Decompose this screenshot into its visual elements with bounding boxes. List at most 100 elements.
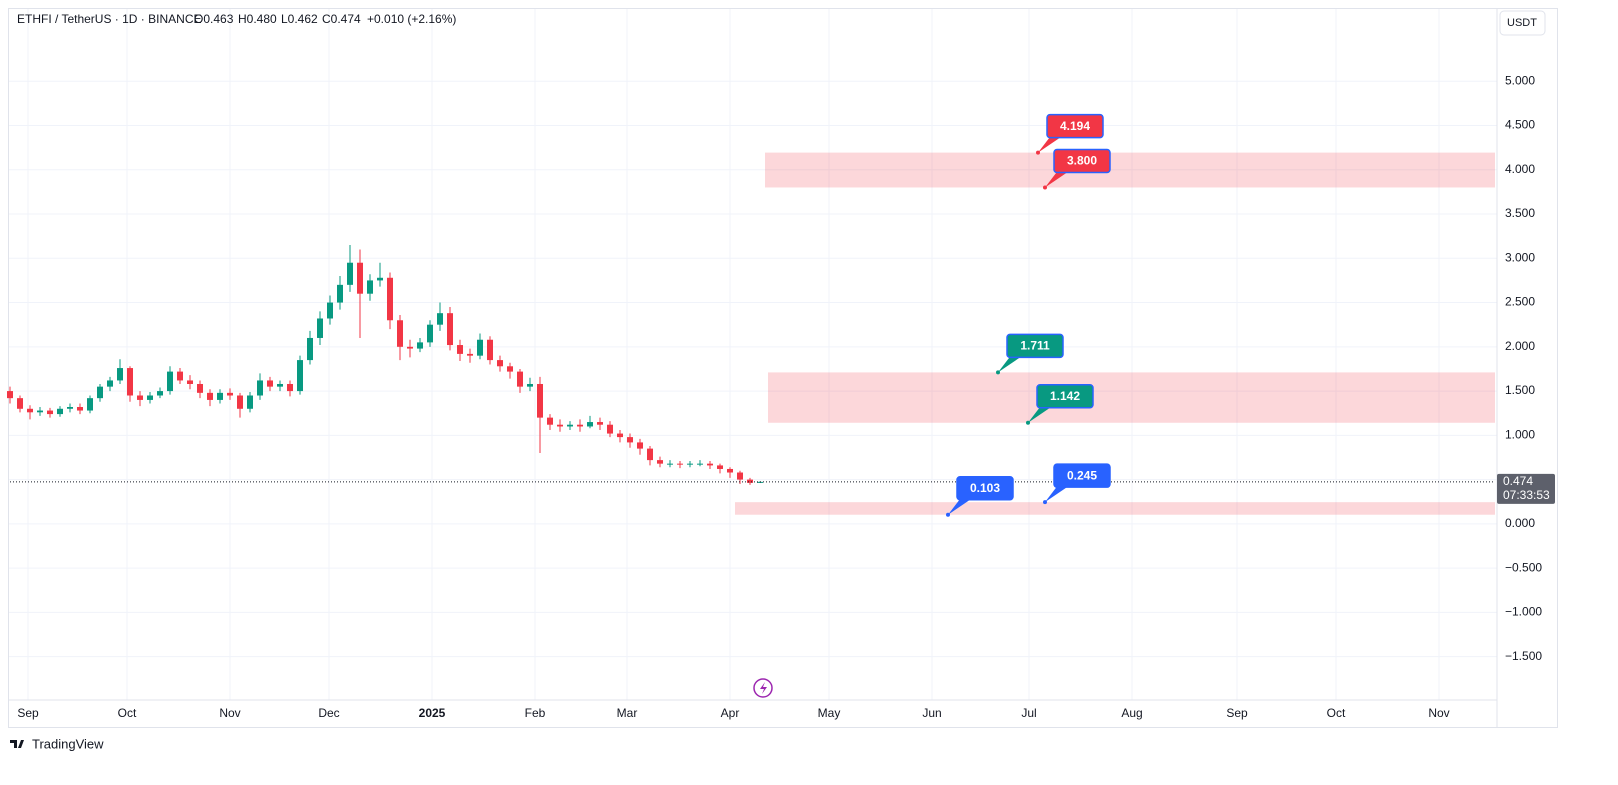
y-tick-label: 1.000 xyxy=(1505,428,1535,442)
candle-body xyxy=(677,463,683,465)
candle-body xyxy=(527,383,533,387)
candle-body xyxy=(467,353,473,356)
candle-body xyxy=(457,345,463,354)
candle-body xyxy=(367,280,373,294)
callout-anchor xyxy=(1043,500,1047,505)
candle-body xyxy=(397,320,403,347)
candle-body xyxy=(657,460,663,464)
event-icon[interactable] xyxy=(753,678,773,698)
y-tick-label: 4.500 xyxy=(1505,118,1535,132)
candle-body xyxy=(727,468,733,473)
candle-body xyxy=(437,313,443,325)
candle-body xyxy=(667,463,673,465)
x-tick-label: Nov xyxy=(219,706,240,720)
candle-body xyxy=(17,398,23,409)
logo-mark xyxy=(10,740,24,748)
candle-body xyxy=(207,392,213,400)
candle-body xyxy=(407,346,413,349)
candle-body xyxy=(47,410,53,415)
candle-body xyxy=(87,398,93,411)
candle-body xyxy=(477,339,483,356)
candle-body xyxy=(307,337,313,361)
x-tick-label: Nov xyxy=(1428,706,1449,720)
callout-anchor xyxy=(996,370,1000,375)
brand: TradingView xyxy=(32,736,104,751)
y-tick-label: 2.500 xyxy=(1505,295,1535,309)
candle-body xyxy=(337,284,343,303)
x-tick-label: Jul xyxy=(1021,706,1036,720)
candle-body xyxy=(737,472,743,480)
callout-label: 1.142 xyxy=(1050,389,1080,403)
candle-body xyxy=(747,479,753,483)
candle-body xyxy=(297,360,303,392)
y-tick-label: −1.500 xyxy=(1505,649,1542,663)
currency-button[interactable] xyxy=(1499,10,1546,36)
candle-body xyxy=(617,433,623,438)
callout-anchor xyxy=(946,512,950,517)
callout-label: 4.194 xyxy=(1060,119,1090,133)
last-price-tag xyxy=(1497,473,1555,504)
callout-anchor xyxy=(1043,185,1047,190)
candle-body xyxy=(357,262,363,294)
candle-body xyxy=(157,391,163,396)
candle-body xyxy=(237,395,243,409)
x-tick-label: Feb xyxy=(525,706,546,720)
candle-body xyxy=(417,342,423,349)
candle-body xyxy=(687,463,693,465)
x-tick-label: Apr xyxy=(721,706,740,720)
candle-body xyxy=(537,383,543,418)
candle-body xyxy=(147,395,153,400)
y-tick-label: 1.500 xyxy=(1505,383,1535,397)
candle-body xyxy=(177,371,183,381)
y-tick-label: −0.500 xyxy=(1505,560,1542,574)
candle-body xyxy=(247,395,253,409)
callout-box xyxy=(1036,384,1094,409)
x-tick-label: Aug xyxy=(1121,706,1142,720)
candle-body xyxy=(197,383,203,393)
callout-label: 3.800 xyxy=(1067,154,1097,168)
callout-pointer xyxy=(1028,405,1053,423)
x-tick-label: 2025 xyxy=(419,706,446,720)
zone xyxy=(768,372,1495,423)
candle-body xyxy=(127,368,133,396)
candle-body xyxy=(567,424,573,427)
candle-body xyxy=(277,383,283,387)
candle-body xyxy=(637,442,643,449)
event-bolt xyxy=(760,682,767,694)
y-tick-label: 3.500 xyxy=(1505,206,1535,220)
callout-label: 0.245 xyxy=(1067,468,1097,482)
x-tick-label: Jun xyxy=(922,706,941,720)
frame xyxy=(8,8,1558,728)
candle-body xyxy=(267,380,273,387)
candle-body xyxy=(117,368,123,381)
candle-body xyxy=(137,395,143,400)
countdown: 07:33:53 xyxy=(1503,488,1550,502)
y-tick-label: 0.000 xyxy=(1505,516,1535,530)
y-tick-label: 4.000 xyxy=(1505,162,1535,176)
callout-box xyxy=(1046,113,1104,139)
candle-body xyxy=(587,422,593,427)
candle-body xyxy=(227,392,233,396)
candle-body xyxy=(707,463,713,466)
callout-pointer xyxy=(998,355,1023,373)
candle-body xyxy=(497,360,503,367)
candle-body xyxy=(107,380,113,387)
candle-body xyxy=(517,371,523,387)
callout-pointer xyxy=(948,497,973,515)
candle-body xyxy=(167,371,173,392)
candle-body xyxy=(717,465,723,469)
ohlc-close: C0.474 xyxy=(322,12,361,26)
callout-box xyxy=(956,475,1014,501)
callout-box xyxy=(1053,463,1111,488)
candle-body xyxy=(287,383,293,392)
candle-body xyxy=(577,424,583,427)
callout-label: 1.711 xyxy=(1020,339,1050,353)
candle-body xyxy=(67,407,73,409)
ohlc-high: H0.480 xyxy=(238,12,277,26)
candle-body xyxy=(597,422,603,425)
candle-body xyxy=(557,424,563,427)
callout-pointer xyxy=(1045,485,1070,503)
y-tick-label: 2.000 xyxy=(1505,339,1535,353)
